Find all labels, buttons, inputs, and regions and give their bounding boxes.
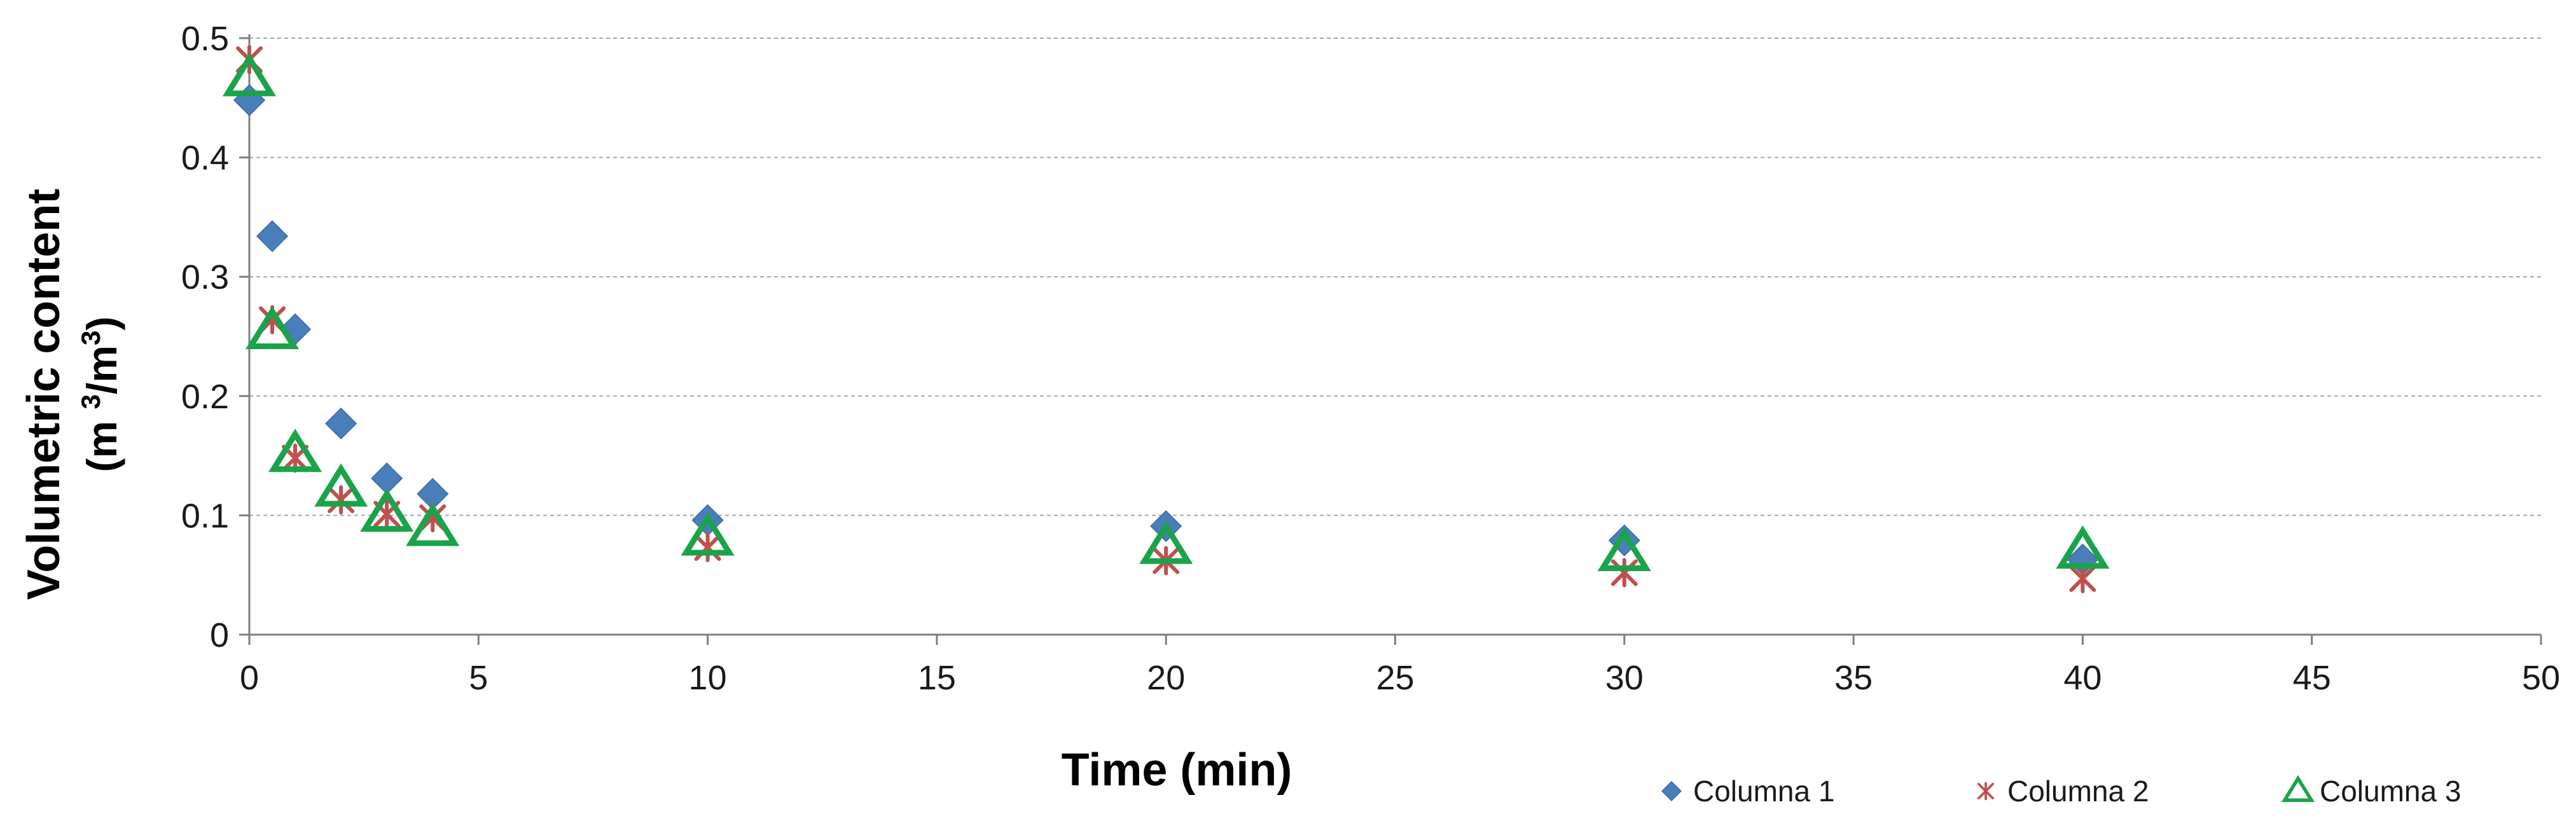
legend-marker-diamond	[1661, 781, 1682, 801]
y-tick-label: 0.5	[181, 20, 229, 58]
data-point-triangle	[406, 502, 460, 546]
y-axis-title-line1: Volumetric content	[18, 189, 69, 600]
x-tick-label: 5	[469, 659, 488, 697]
legend-item-2: Columna 2	[1977, 775, 2149, 808]
y-tick-label: 0	[210, 616, 229, 654]
legend-marker-triangle	[2281, 775, 2315, 803]
x-tick-label: 35	[1834, 659, 1873, 697]
x-tick-label: 45	[2293, 659, 2331, 697]
data-point-triangle	[2056, 525, 2110, 569]
legend: Columna 1 Columna 2 Columna 3	[1661, 775, 2461, 808]
series-2	[236, 45, 2096, 593]
tick-labels: 0 5 10 15 20 25 30 35 40 45 50 0 0.1 0.2 0.3 0.4 0.5	[181, 20, 2560, 697]
data-point-triangle	[1139, 520, 1193, 564]
axis-titles: Time (min) Volumetric content (m 3/m3)	[18, 189, 1292, 796]
x-tick-label: 0	[240, 659, 259, 697]
svg-text:Volumetric content: Volumetric content	[18, 189, 69, 600]
y-axis-title-sup1: 3	[76, 394, 106, 409]
x-tick-label: 20	[1147, 659, 1185, 697]
legend-label: Columna 3	[2320, 775, 2461, 808]
data-point-triangle	[681, 512, 735, 556]
y-axis-title: Volumetric content (m 3/m3)	[18, 189, 125, 600]
data-point-triangle	[314, 463, 368, 507]
y-tick-label: 0.4	[181, 139, 229, 177]
data-markers	[222, 45, 2110, 593]
data-point-star	[328, 485, 355, 515]
data-point-diamond	[256, 220, 289, 252]
y-axis-title-suffix: )	[78, 317, 125, 331]
x-tick-label: 30	[1605, 659, 1644, 697]
x-tick-label: 25	[1376, 659, 1414, 697]
data-point-triangle	[222, 53, 277, 97]
series-3	[222, 53, 2110, 571]
x-tick-label: 15	[918, 659, 956, 697]
data-point-triangle	[1597, 527, 1651, 571]
y-axis-title-prefix: (m	[78, 409, 125, 472]
data-point-triangle	[268, 429, 322, 473]
y-axis-title-sup2: 3	[76, 331, 106, 345]
y-tick-label: 0.2	[181, 378, 229, 416]
y-axis-title-mid: /m	[78, 345, 125, 394]
svg-text:(m 3/m3): (m 3/m3)	[76, 317, 125, 473]
data-point-diamond	[233, 84, 266, 116]
data-point-star	[2069, 563, 2096, 593]
data-point-star	[1610, 558, 1638, 588]
gridlines	[249, 38, 2541, 516]
y-tick-label: 0.3	[181, 258, 229, 296]
data-point-diamond	[325, 407, 357, 440]
series-1	[233, 84, 2099, 576]
axes	[239, 34, 2542, 645]
y-tick-label: 0.1	[181, 497, 229, 535]
data-point-triangle	[360, 488, 414, 532]
x-tick-label: 40	[2063, 659, 2102, 697]
legend-item-1: Columna 1	[1661, 775, 1834, 808]
x-tick-label: 10	[689, 659, 727, 697]
x-tick-label: 50	[2522, 659, 2560, 697]
data-point-triangle	[245, 305, 300, 350]
data-point-star	[694, 533, 721, 563]
x-axis-title: Time (min)	[1062, 745, 1292, 796]
legend-label: Columna 1	[1693, 775, 1834, 808]
legend-marker-star	[1977, 782, 1995, 801]
legend-label: Columna 2	[2007, 775, 2149, 808]
legend-item-3: Columna 3	[2281, 775, 2461, 808]
